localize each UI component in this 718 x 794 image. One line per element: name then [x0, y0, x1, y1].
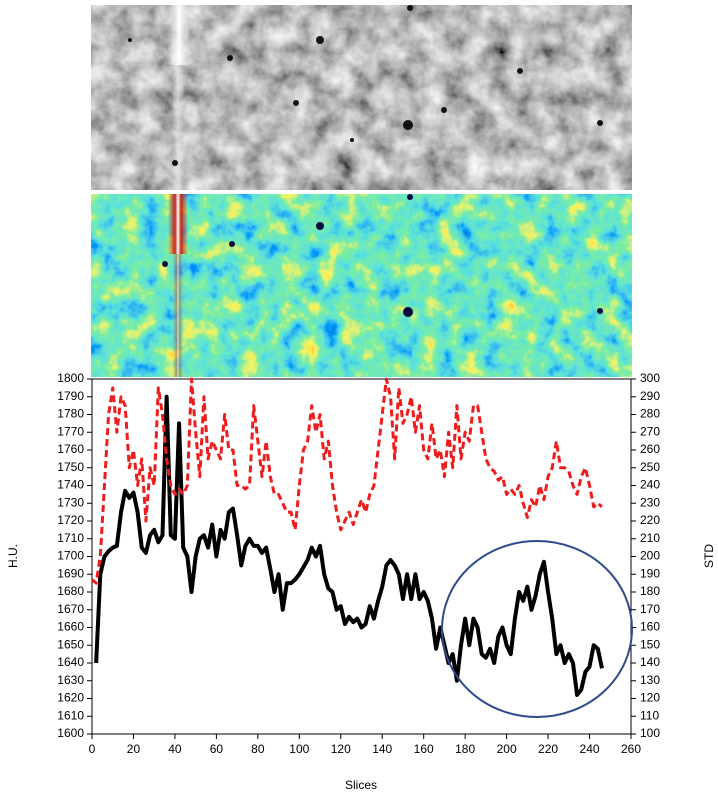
- y-axis-label: H.U.: [6, 544, 20, 568]
- y2-tick-label: 150: [640, 637, 660, 651]
- y2-tick-label: 130: [640, 673, 660, 687]
- x-tick-label: 100: [289, 742, 309, 756]
- y-tick-label: 1700: [57, 549, 84, 563]
- y-tick-label: 1720: [57, 513, 84, 527]
- y2-tick-label: 180: [640, 584, 660, 598]
- y2-tick-label: 240: [640, 478, 660, 492]
- y-tick-label: 1660: [57, 620, 84, 634]
- data-line: [91, 377, 603, 585]
- plot: 1600161016201630164016501660167016801690…: [57, 371, 660, 756]
- y2-tick-label: 220: [640, 513, 660, 527]
- y-tick-label: 1790: [57, 389, 84, 403]
- y-tick-label: 1620: [57, 691, 84, 705]
- x-tick-label: 80: [251, 742, 265, 756]
- plot-frame: [91, 378, 632, 735]
- y2-tick-label: 300: [640, 371, 660, 385]
- y-tick-label: 1610: [57, 708, 84, 722]
- y2-tick-label: 280: [640, 407, 660, 421]
- y-tick-label: 1600: [57, 726, 84, 740]
- y2-axis-label: STD: [702, 544, 716, 568]
- y2-tick-label: 190: [640, 566, 660, 580]
- y-tick-label: 1780: [57, 407, 84, 421]
- y2-tick-label: 290: [640, 389, 660, 403]
- y-tick-label: 1710: [57, 531, 84, 545]
- x-tick-label: 240: [580, 742, 600, 756]
- y2-tick-label: 100: [640, 726, 660, 740]
- heat-map: [91, 194, 632, 377]
- y2-tick-label: 140: [640, 655, 660, 669]
- y-tick-label: 1630: [57, 673, 84, 687]
- x-tick-label: 0: [89, 742, 96, 756]
- x-tick-label: 180: [455, 742, 475, 756]
- y-tick-label: 1750: [57, 460, 84, 474]
- x-tick-label: 120: [331, 742, 351, 756]
- y-tick-label: 1770: [57, 424, 84, 438]
- y-tick-label: 1680: [57, 584, 84, 598]
- x-axis-label: Slices: [345, 778, 377, 792]
- y2-tick-label: 260: [640, 442, 660, 456]
- x-tick-label: 260: [621, 742, 641, 756]
- y2-tick-label: 160: [640, 620, 660, 634]
- x-tick-label: 140: [372, 742, 392, 756]
- y2-tick-label: 210: [640, 531, 660, 545]
- y2-tick-label: 170: [640, 602, 660, 616]
- x-tick-label: 20: [127, 742, 141, 756]
- y-tick-label: 1640: [57, 655, 84, 669]
- y-tick-label: 1760: [57, 442, 84, 456]
- x-tick-label: 220: [538, 742, 558, 756]
- highlight-ellipse: [441, 540, 633, 718]
- y-tick-label: 1740: [57, 478, 84, 492]
- y2-tick-label: 230: [640, 495, 660, 509]
- y2-tick-label: 110: [640, 708, 659, 722]
- y-tick-label: 1690: [57, 566, 84, 580]
- y-tick-label: 1650: [57, 637, 84, 651]
- y2-tick-label: 200: [640, 549, 660, 563]
- x-tick-label: 160: [414, 742, 434, 756]
- x-tick-label: 60: [210, 742, 224, 756]
- x-tick-label: 40: [168, 742, 182, 756]
- y-tick-label: 1730: [57, 495, 84, 509]
- ct-image: [91, 5, 632, 190]
- y-tick-label: 1670: [57, 602, 84, 616]
- y-tick-label: 1800: [57, 371, 84, 385]
- x-tick-label: 200: [497, 742, 517, 756]
- data-line: [94, 394, 604, 697]
- y2-tick-label: 250: [640, 460, 660, 474]
- y2-tick-label: 120: [640, 691, 660, 705]
- y2-tick-label: 270: [640, 424, 660, 438]
